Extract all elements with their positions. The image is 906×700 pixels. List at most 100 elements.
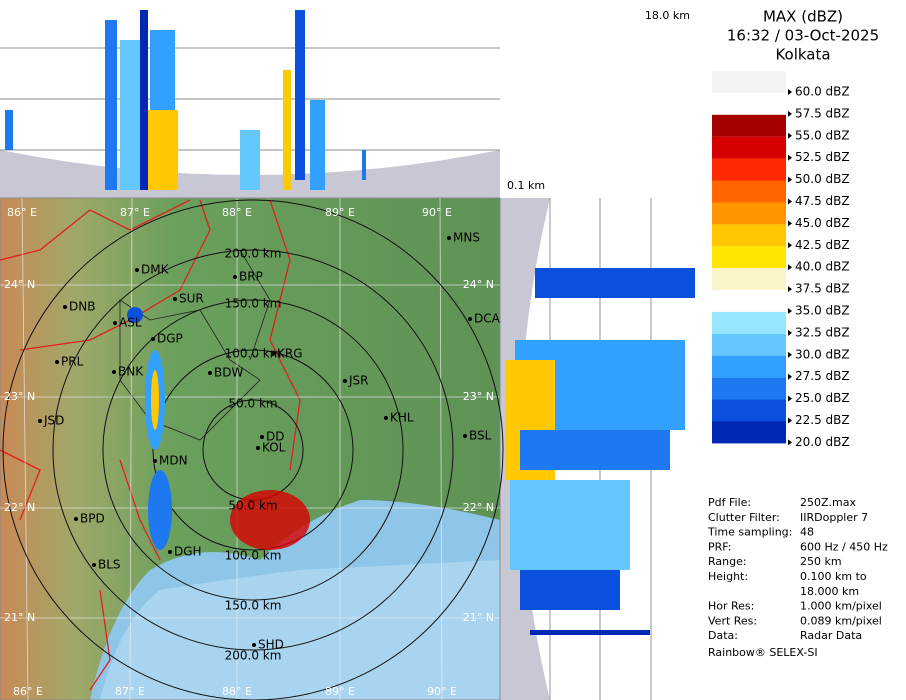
info-key: Height: [708, 570, 748, 583]
lon-label: 88° E [222, 685, 252, 698]
footer: Rainbow® SELEX-SI [708, 646, 818, 659]
city-dot [208, 371, 212, 375]
city-dot [151, 337, 155, 341]
city-label: SHD [258, 638, 284, 652]
city-dot [256, 446, 260, 450]
top-echoes [5, 10, 366, 190]
legend-arrow [788, 308, 792, 314]
legend-arrow [788, 198, 792, 205]
city-label: DGP [157, 332, 183, 346]
info-key: Pdf File: [708, 496, 751, 509]
legend-label: 42.5 dBZ [795, 238, 850, 252]
ring-label: 100.0 km [225, 549, 282, 563]
legend-swatch [712, 224, 786, 247]
city-label: KRG [277, 347, 303, 361]
city-dot [135, 268, 139, 272]
legend-swatch [712, 202, 786, 225]
city-dot [173, 297, 177, 301]
legend-swatch [712, 399, 786, 422]
title-line: MAX (dBZ) [763, 8, 843, 26]
legend-label: 22.5 dBZ [795, 413, 850, 427]
lat-label: 24° N [463, 278, 494, 291]
info-key: Time sampling: [707, 526, 792, 539]
city-label: BRP [239, 270, 263, 284]
city-label: BPD [80, 512, 105, 526]
legend-label: 37.5 dBZ [795, 282, 850, 296]
height-bottom: 0.1 km [507, 179, 545, 192]
lat-label: 22° N [4, 501, 35, 514]
lon-label: 90° E [427, 685, 457, 698]
legend-swatch [712, 268, 786, 291]
legend-arrow [788, 132, 792, 139]
legend-swatch [712, 355, 786, 378]
legend-swatch [712, 92, 786, 115]
side-echoes [505, 268, 695, 635]
info-value: Radar Data [800, 629, 862, 642]
legend-label: 25.0 dBZ [795, 391, 850, 405]
legend-label: 27.5 dBZ [795, 369, 850, 383]
ring-label: 50.0 km [228, 499, 277, 513]
ring-label: 150.0 km [225, 297, 282, 311]
legend-arrow [788, 417, 792, 424]
city-dot [113, 321, 117, 325]
city-dot [55, 360, 59, 364]
legend-arrow [788, 351, 792, 358]
city-label: BSL [469, 429, 492, 443]
city-dot [92, 563, 96, 567]
city-label: DMK [141, 263, 170, 277]
info-value: 0.100 km to [800, 570, 867, 583]
city-dot [252, 643, 256, 647]
legend-swatch [712, 71, 786, 93]
city-dot [447, 236, 451, 240]
legend-swatch [712, 114, 786, 137]
info-key: Clutter Filter: [708, 511, 780, 524]
lon-label: 87° E [120, 206, 150, 219]
legend-arrow [788, 242, 792, 249]
city-label: MDN [159, 454, 188, 468]
legend-label: 20.0 dBZ [795, 435, 850, 449]
legend-arrow [788, 329, 792, 336]
legend-arrow [788, 154, 792, 161]
lat-label: 23° N [4, 390, 35, 403]
city-label: BNK [118, 365, 144, 379]
lon-label: 86° E [7, 206, 37, 219]
legend-label: 57.5 dBZ [795, 106, 850, 120]
lat-label: 21° N [4, 611, 35, 624]
title-line: 16:32 / 03-Oct-2025 [727, 27, 879, 45]
city-label: JSR [348, 374, 369, 388]
city-label: MNS [453, 231, 480, 245]
city-label: KOL [262, 441, 286, 455]
city-label: BLS [98, 558, 121, 572]
ring-label: 50.0 km [228, 397, 277, 411]
legend-swatch [712, 136, 786, 159]
city-label: DNB [69, 300, 95, 314]
legend-arrow [788, 439, 792, 446]
info-value: 250Z.max [800, 496, 856, 509]
title-line: Kolkata [775, 46, 830, 64]
info-value: 0.089 km/pixel [800, 614, 882, 627]
legend-label: 30.0 dBZ [795, 347, 850, 361]
info-key: Data: [708, 629, 738, 642]
legend-arrow [788, 110, 792, 117]
city-label: ASL [119, 316, 142, 330]
city-label: DGH [174, 545, 202, 559]
ring-label: 100.0 km [225, 347, 282, 361]
city-dot [343, 379, 347, 383]
legend-arrow [788, 176, 792, 183]
lat-label: 24° N [4, 278, 35, 291]
map [0, 197, 504, 700]
legend-swatch [712, 333, 786, 356]
legend-arrow [788, 373, 792, 380]
info-key: Range: [708, 555, 747, 568]
legend-swatch [712, 290, 786, 312]
lon-label: 90° E [422, 206, 452, 219]
city-label: KHL [390, 411, 414, 425]
info-value: IIRDoppler 7 [800, 511, 868, 524]
city-dot [468, 317, 472, 321]
info-value: 48 [800, 526, 814, 539]
legend-arrow [788, 220, 792, 227]
info-value: 600 Hz / 450 Hz [800, 540, 888, 553]
info-value: 18.000 km [800, 585, 859, 598]
legend-arrow [788, 89, 792, 95]
